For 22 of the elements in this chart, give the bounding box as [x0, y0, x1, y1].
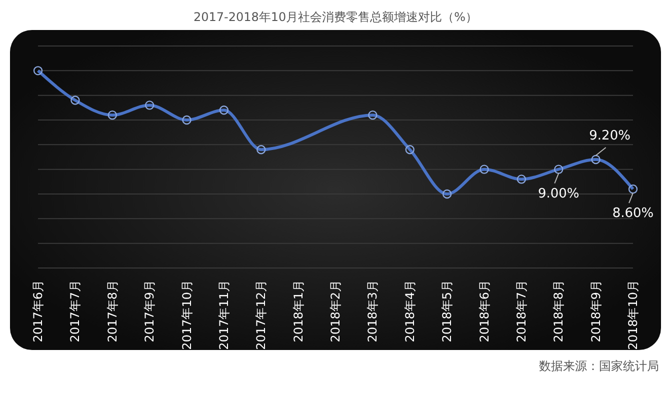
- x-tick-label: 2018年3月: [366, 280, 380, 342]
- x-tick-label: 2017年10月: [180, 280, 194, 350]
- x-tick-label: 2018年4月: [402, 280, 417, 342]
- x-tick-label: 2018年9月: [588, 280, 603, 342]
- x-tick-label: 2017年9月: [142, 280, 157, 342]
- x-tick-label: 2018年2月: [328, 280, 342, 342]
- data-label: 9.20%: [589, 128, 630, 144]
- x-tick-label: 2017年8月: [105, 280, 120, 342]
- data-label: 8.60%: [612, 206, 654, 222]
- x-tick-label: 2018年7月: [514, 280, 528, 342]
- x-tick-label: 2018年6月: [477, 280, 492, 342]
- x-tick-label: 2017年12月: [254, 280, 268, 350]
- x-tick-label: 2018年8月: [552, 280, 566, 342]
- chart-title: 2017-2018年10月社会消费零售总额增速对比（%）: [192, 9, 479, 26]
- source-note: 数据来源：国家统计局: [539, 358, 659, 375]
- x-tick-label: 2017年7月: [68, 280, 82, 342]
- data-label: 9.00%: [538, 186, 580, 202]
- x-tick-label: 2018年1月: [291, 280, 306, 342]
- x-tick-label: 2018年10月: [626, 280, 640, 350]
- x-tick-label: 2017年6月: [31, 280, 45, 342]
- x-tick-label: 2018年5月: [440, 280, 454, 342]
- x-tick-label: 2017年11月: [216, 280, 231, 350]
